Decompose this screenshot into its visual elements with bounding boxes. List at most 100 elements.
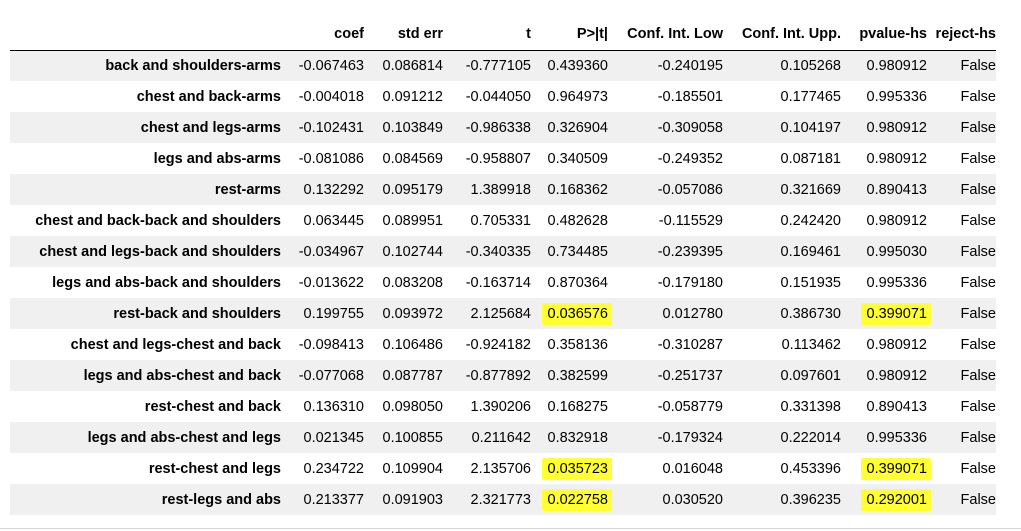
conf-int-upp-cell: 0.169461 bbox=[780, 243, 841, 260]
row-label: legs and abs-back and shoulders bbox=[52, 274, 281, 291]
p-value-cell: 0.340509 bbox=[547, 150, 608, 167]
conf-int-low-cell: -0.057086 bbox=[657, 181, 723, 198]
table-row: rest-chest and legs 0.234722 0.109904 2.135… bbox=[10, 453, 996, 484]
coef-cell: 0.213377 bbox=[303, 491, 364, 508]
conf-int-low-cell: -0.179180 bbox=[657, 274, 723, 291]
conf-int-low-cell: -0.310287 bbox=[657, 336, 723, 353]
conf-int-low-cell: -0.115529 bbox=[658, 212, 723, 229]
conf-int-upp-cell: 0.105268 bbox=[780, 57, 841, 74]
conf-int-upp-cell: 0.396235 bbox=[780, 491, 841, 508]
t-cell: -0.877892 bbox=[465, 367, 531, 384]
p-value-cell: 0.035723 bbox=[531, 453, 612, 484]
table-row: legs and abs-chest and legs 0.021345 0.100… bbox=[10, 422, 996, 453]
coef-cell: 0.136310 bbox=[303, 398, 364, 415]
t-cell: -0.044050 bbox=[465, 88, 531, 105]
highlighted-value: 0.399071 bbox=[860, 457, 931, 480]
conf-int-upp-cell: 0.087181 bbox=[780, 150, 841, 167]
conf-int-upp-cell: 0.097601 bbox=[780, 367, 841, 384]
reject-hs-cell: False bbox=[960, 491, 996, 508]
t-cell: 2.125684 bbox=[470, 305, 531, 322]
table-row: chest and legs-chest and back -0.098413 0.… bbox=[10, 329, 996, 360]
header-reject-hs: reject-hs bbox=[927, 19, 996, 51]
conf-int-low-cell: -0.239395 bbox=[657, 243, 723, 260]
reject-hs-cell: False bbox=[960, 243, 996, 260]
coef-cell: -0.102431 bbox=[298, 119, 364, 136]
highlighted-value: 0.022758 bbox=[541, 488, 612, 511]
reject-hs-cell: False bbox=[960, 57, 996, 74]
p-value-cell: 0.832918 bbox=[547, 429, 608, 446]
row-label: chest and legs-arms bbox=[140, 119, 281, 136]
coef-cell: -0.081086 bbox=[298, 150, 364, 167]
t-cell: -0.340335 bbox=[465, 243, 531, 260]
highlighted-value: 0.399071 bbox=[860, 302, 931, 325]
conf-int-upp-cell: 0.242420 bbox=[780, 212, 841, 229]
reject-hs-cell: False bbox=[960, 181, 996, 198]
bottom-divider bbox=[0, 528, 1021, 529]
pvalue-hs-cell: 0.980912 bbox=[866, 119, 927, 136]
conf-int-upp-cell: 0.222014 bbox=[780, 429, 841, 446]
p-value-cell: 0.482628 bbox=[547, 212, 608, 229]
pvalue-hs-cell: 0.995336 bbox=[866, 429, 927, 446]
coef-cell: -0.013622 bbox=[298, 274, 364, 291]
table-row: chest and back-back and shoulders 0.06344… bbox=[10, 205, 996, 236]
std-err-cell: 0.089951 bbox=[382, 212, 443, 229]
std-err-cell: 0.109904 bbox=[382, 460, 443, 477]
header-conf-int-low: Conf. Int. Low bbox=[608, 19, 723, 51]
conf-int-low-cell: 0.016048 bbox=[662, 460, 723, 477]
pvalue-hs-cell: 0.995336 bbox=[866, 88, 927, 105]
row-label: legs and abs-chest and back bbox=[83, 367, 281, 384]
pvalue-hs-cell: 0.292001 bbox=[841, 484, 931, 515]
row-label: rest-arms bbox=[214, 181, 281, 198]
pvalue-hs-cell: 0.399071 bbox=[841, 453, 931, 484]
row-label: legs and abs-arms bbox=[153, 150, 281, 167]
p-value-cell: 0.439360 bbox=[547, 57, 608, 74]
std-err-cell: 0.103849 bbox=[382, 119, 443, 136]
p-value-cell: 0.168275 bbox=[547, 398, 608, 415]
std-err-cell: 0.091903 bbox=[382, 491, 443, 508]
t-cell: 2.135706 bbox=[470, 460, 531, 477]
p-value-cell: 0.964973 bbox=[547, 88, 608, 105]
conf-int-low-cell: -0.179324 bbox=[657, 429, 723, 446]
t-cell: 2.321773 bbox=[470, 491, 531, 508]
highlighted-value: 0.292001 bbox=[860, 488, 931, 511]
coef-cell: 0.132292 bbox=[303, 181, 364, 198]
coef-cell: -0.098413 bbox=[298, 336, 364, 353]
t-cell: -0.924182 bbox=[465, 336, 531, 353]
header-coef: coef bbox=[281, 19, 364, 51]
reject-hs-cell: False bbox=[960, 88, 996, 105]
std-err-cell: 0.083208 bbox=[382, 274, 443, 291]
reject-hs-cell: False bbox=[960, 429, 996, 446]
std-err-cell: 0.087787 bbox=[382, 367, 443, 384]
pvalue-hs-cell: 0.980912 bbox=[866, 367, 927, 384]
conf-int-upp-cell: 0.151935 bbox=[780, 274, 841, 291]
row-label: rest-chest and back bbox=[144, 398, 281, 415]
table-row: rest-back and shoulders 0.199755 0.093972 2… bbox=[10, 298, 996, 329]
pvalue-hs-cell: 0.399071 bbox=[841, 298, 931, 329]
table-row: chest and legs-back and shoulders -0.0349… bbox=[10, 236, 996, 267]
conf-int-upp-cell: 0.177465 bbox=[780, 88, 841, 105]
reject-hs-cell: False bbox=[960, 274, 996, 291]
coef-cell: 0.199755 bbox=[303, 305, 364, 322]
reject-hs-cell: False bbox=[960, 305, 996, 322]
t-cell: 1.389918 bbox=[470, 181, 531, 198]
coef-cell: -0.004018 bbox=[298, 88, 364, 105]
p-value-cell: 0.870364 bbox=[547, 274, 608, 291]
conf-int-low-cell: -0.058779 bbox=[657, 398, 723, 415]
conf-int-low-cell: -0.185501 bbox=[657, 88, 723, 105]
pvalue-hs-cell: 0.980912 bbox=[866, 57, 927, 74]
highlighted-value: 0.036576 bbox=[541, 302, 612, 325]
coef-cell: -0.034967 bbox=[298, 243, 364, 260]
conf-int-upp-cell: 0.386730 bbox=[780, 305, 841, 322]
coef-cell: 0.021345 bbox=[303, 429, 364, 446]
highlighted-value: 0.035723 bbox=[541, 457, 612, 480]
p-value-cell: 0.168362 bbox=[547, 181, 608, 198]
coef-cell: 0.063445 bbox=[303, 212, 364, 229]
header-std-err: std err bbox=[364, 19, 443, 51]
table-row: rest-legs and abs 0.213377 0.091903 2.32177… bbox=[10, 484, 996, 515]
t-cell: 0.705331 bbox=[470, 212, 531, 229]
pvalue-hs-cell: 0.980912 bbox=[866, 212, 927, 229]
conf-int-low-cell: 0.012780 bbox=[662, 305, 723, 322]
conf-int-low-cell: 0.030520 bbox=[662, 491, 723, 508]
row-label: rest-back and shoulders bbox=[113, 305, 281, 322]
p-value-cell: 0.022758 bbox=[531, 484, 612, 515]
